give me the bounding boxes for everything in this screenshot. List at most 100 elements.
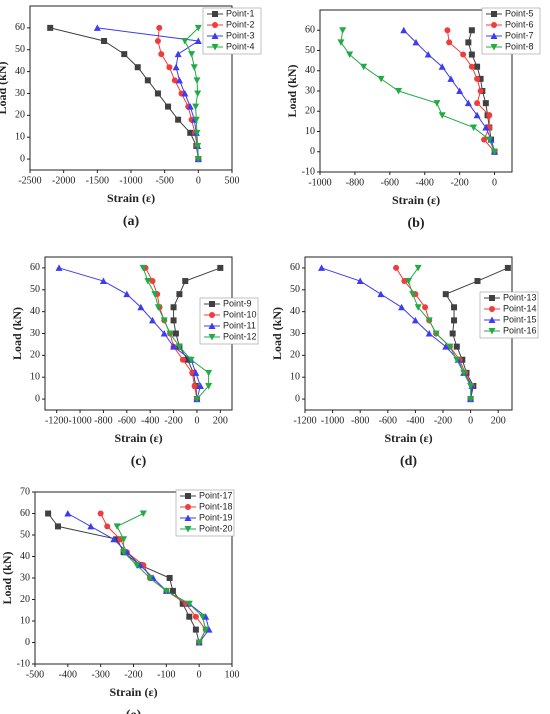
- marker: [175, 343, 183, 351]
- legend-marker: [488, 316, 496, 323]
- marker: [474, 100, 481, 107]
- marker: [146, 575, 154, 582]
- y-tick-label: 0: [35, 393, 40, 404]
- legend-marker: [491, 22, 497, 28]
- legend-marker: [211, 32, 219, 39]
- marker: [398, 303, 406, 311]
- marker: [482, 123, 490, 131]
- marker: [179, 356, 186, 363]
- marker: [444, 27, 451, 34]
- y-tick-label: 10: [15, 131, 25, 142]
- marker: [412, 38, 420, 46]
- series-line: [50, 27, 199, 160]
- y-tick-label: 40: [15, 66, 25, 77]
- marker: [175, 116, 182, 123]
- y-tick-label: 40: [290, 306, 300, 317]
- marker: [149, 278, 156, 285]
- panel-label: (b): [407, 216, 424, 231]
- x-tick-label: -800: [346, 177, 364, 188]
- y-tick-label: 10: [20, 615, 30, 626]
- x-tick-label: -1000: [68, 415, 91, 426]
- y-tick-label: 30: [15, 88, 25, 99]
- marker: [99, 277, 107, 285]
- marker: [114, 536, 121, 543]
- y-tick-label: 60: [30, 262, 40, 273]
- marker: [171, 77, 178, 84]
- x-tick-label: 200: [213, 415, 228, 426]
- marker: [110, 535, 118, 543]
- marker: [101, 37, 108, 44]
- legend-label: Point-2: [226, 19, 255, 29]
- y-tick-label: 20: [30, 350, 40, 361]
- y-tick-label: 50: [290, 284, 300, 295]
- marker: [165, 103, 172, 110]
- legend-label: Point-18: [199, 501, 233, 511]
- y-tick-label: 10: [30, 372, 40, 383]
- x-tick-label: -1000: [119, 175, 142, 186]
- marker: [205, 369, 213, 377]
- y-tick-label: 10: [290, 372, 300, 383]
- y-tick-label: 40: [305, 65, 315, 76]
- x-tick-label: -300: [91, 669, 109, 680]
- marker: [93, 24, 101, 31]
- x-tick-label: -1000: [321, 415, 344, 426]
- x-tick-label: -800: [351, 415, 369, 426]
- marker: [158, 51, 165, 58]
- marker: [205, 626, 213, 633]
- y-tick-label: 0: [20, 153, 25, 164]
- marker: [156, 24, 163, 31]
- marker: [337, 39, 345, 46]
- marker: [447, 75, 455, 82]
- marker: [438, 63, 446, 70]
- legend-label: Point-15: [503, 314, 537, 324]
- marker: [194, 156, 202, 163]
- marker: [192, 613, 199, 620]
- marker: [194, 37, 202, 44]
- marker: [477, 88, 484, 94]
- y-tick-label: 20: [305, 106, 315, 117]
- y-tick-label: 60: [290, 262, 300, 273]
- marker: [166, 575, 173, 581]
- marker: [166, 64, 173, 71]
- marker: [474, 278, 481, 285]
- marker: [182, 278, 189, 285]
- legend-label: Point-9: [223, 298, 252, 308]
- marker: [395, 88, 403, 95]
- legend-marker: [211, 44, 219, 51]
- y-tick-label: 60: [20, 508, 30, 519]
- marker: [339, 27, 347, 34]
- marker: [425, 317, 433, 324]
- x-tick-label: -200: [434, 415, 452, 426]
- marker: [453, 343, 460, 350]
- marker: [409, 291, 417, 298]
- marker: [151, 291, 159, 298]
- legend-label: Point-8: [505, 41, 534, 51]
- y-tick-label: 60: [305, 25, 315, 36]
- marker: [195, 639, 203, 646]
- marker: [504, 264, 511, 271]
- marker: [170, 304, 177, 311]
- marker: [187, 356, 195, 364]
- marker: [192, 369, 200, 376]
- marker: [185, 600, 193, 608]
- marker: [202, 613, 210, 620]
- marker: [474, 75, 481, 82]
- y-tick-label: 30: [20, 572, 30, 583]
- legend-marker: [209, 301, 215, 307]
- x-tick-label: -400: [59, 669, 77, 680]
- x-tick-label: 0: [196, 175, 201, 186]
- marker: [104, 523, 111, 530]
- marker: [194, 90, 202, 97]
- x-tick-label: -500: [26, 669, 44, 680]
- legend-label: Point-17: [199, 490, 233, 500]
- legend-label: Point-16: [503, 325, 537, 335]
- y-tick-label: 10: [305, 126, 315, 137]
- marker: [172, 330, 179, 337]
- marker: [481, 136, 488, 143]
- marker: [133, 562, 141, 569]
- marker: [460, 369, 468, 377]
- marker: [162, 587, 170, 595]
- marker: [473, 111, 481, 119]
- x-tick-label: -800: [94, 415, 112, 426]
